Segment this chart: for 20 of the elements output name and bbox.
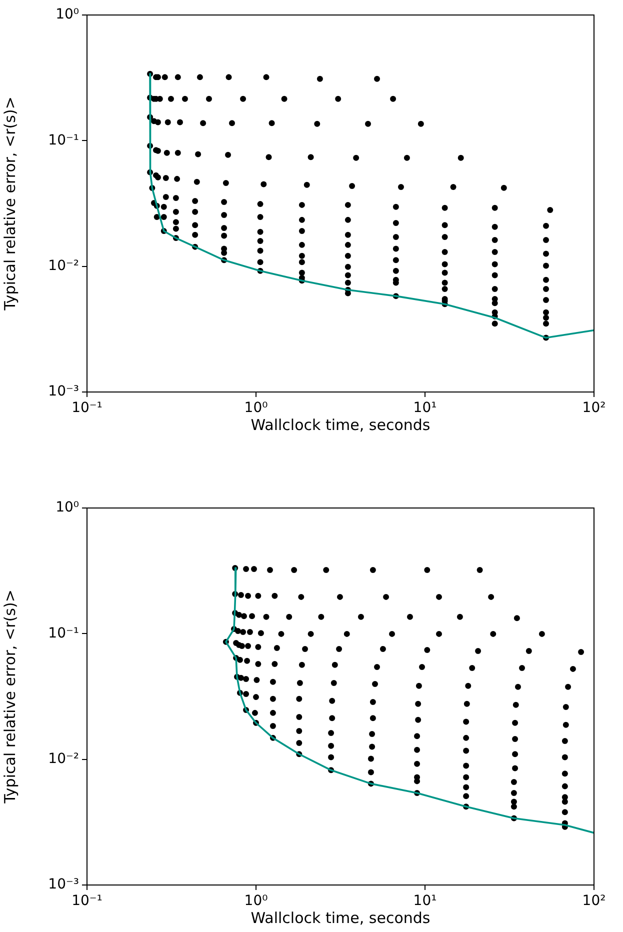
x-tick-label: 10⁰ — [244, 400, 268, 416]
y-tick-label: 10⁻¹ — [48, 132, 79, 148]
y-tick-label: 10⁻³ — [48, 384, 79, 400]
x-tick-label: 10⁰ — [244, 893, 268, 910]
y-tick-label: 10⁻² — [48, 258, 79, 274]
x-tick-label: 10⁻¹ — [72, 400, 102, 416]
y-tick-label: 10⁻¹ — [48, 625, 79, 642]
y-tick-label: 10⁰ — [56, 6, 80, 23]
y-tick-label: 10⁻³ — [48, 876, 79, 893]
y-tick-label: 10⁻² — [48, 750, 79, 767]
y-axis-title: Typical relative error, <r(s)> — [0, 590, 19, 804]
x-tick-label: 10⁻¹ — [72, 893, 102, 910]
x-axis-title: Wallclock time, seconds — [250, 908, 430, 927]
y-tick-label: 10⁰ — [56, 500, 80, 516]
x-tick-label: 10¹ — [413, 400, 437, 416]
x-tick-label: 10² — [582, 400, 606, 416]
x-tick-label: 10¹ — [413, 893, 437, 910]
x-axis-title: Wallclock time, seconds — [250, 416, 430, 434]
x-tick-label: 10² — [582, 893, 606, 910]
y-axis-title: Typical relative error, <r(s)> — [0, 96, 19, 312]
